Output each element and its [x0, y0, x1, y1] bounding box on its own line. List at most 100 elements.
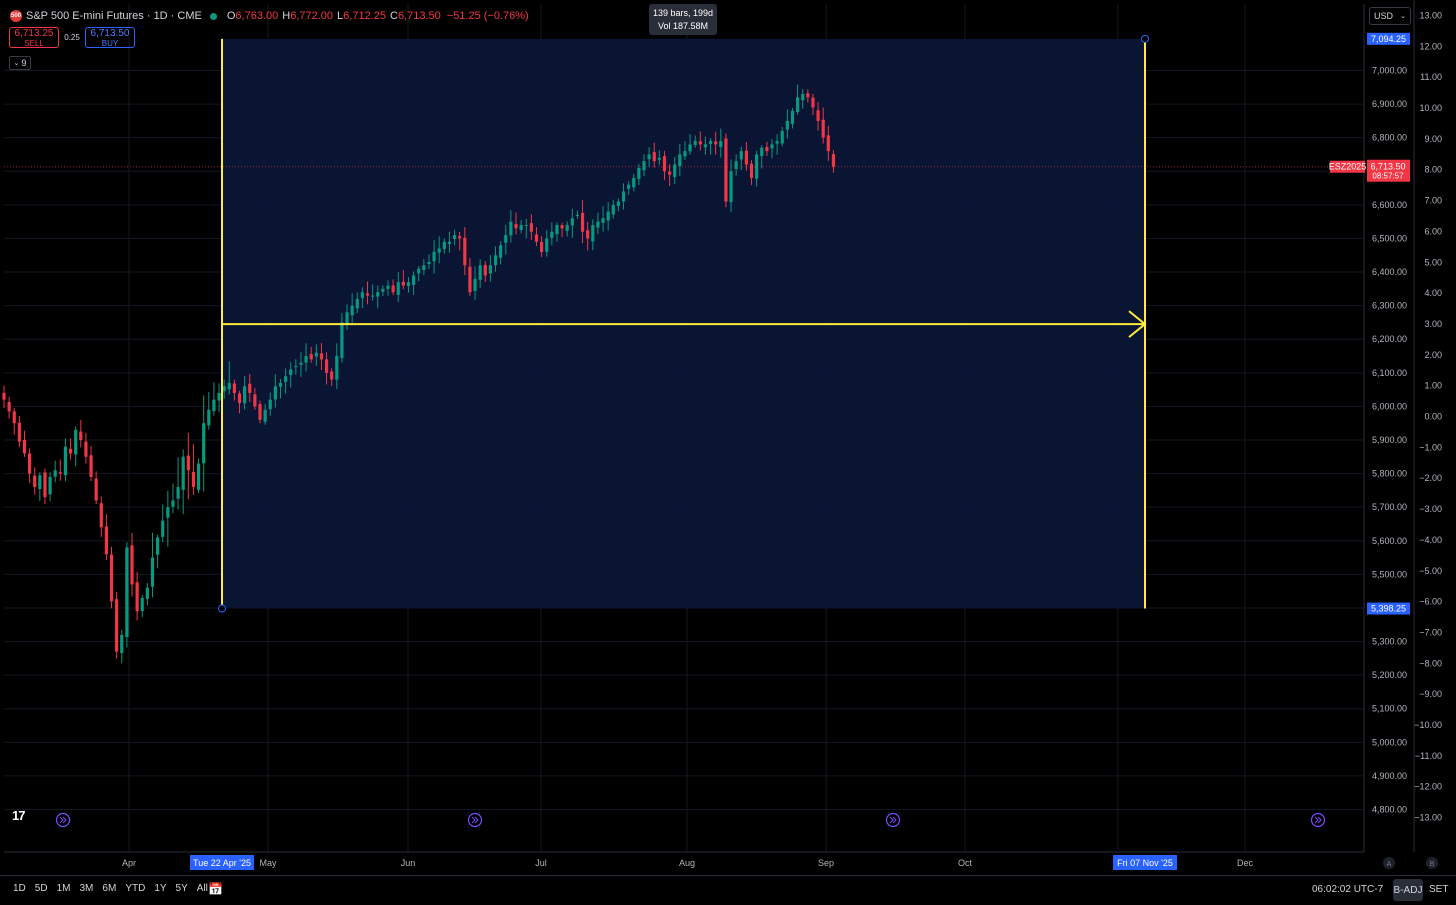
percent-tick-label: 4.00	[1424, 288, 1442, 298]
indicators-toggle[interactable]: ⌄ 9	[9, 56, 31, 70]
currency-select[interactable]: USD ⌄	[1369, 7, 1411, 25]
candle	[580, 200, 585, 243]
symbol-title[interactable]: S&P 500 E-mini Futures · 1D · CME	[26, 10, 202, 22]
candle-body	[412, 275, 416, 285]
price-tick-label: 6,000.00	[1372, 401, 1407, 411]
candle	[493, 246, 498, 272]
percent-tick-label: −1.00	[1419, 442, 1442, 452]
range-high-badge-text: 7,094.25	[1371, 34, 1406, 44]
bottom-toolbar: 1D 5D 1M 3M 6M YTD 1Y 5Y All 📅 06:02:02 …	[0, 875, 1456, 905]
candle-body	[58, 472, 62, 474]
price-tick-label: 6,400.00	[1372, 267, 1407, 277]
candle	[365, 281, 370, 305]
price-tick-label: 7,000.00	[1372, 66, 1407, 76]
candle-body	[452, 235, 457, 240]
percent-tick-label: 10.00	[1419, 103, 1442, 113]
percent-tick-label: −8.00	[1419, 658, 1442, 668]
candle	[714, 131, 718, 155]
candle-body	[790, 110, 795, 124]
candle-body	[693, 141, 697, 146]
candle-body	[806, 93, 810, 98]
candle-body	[442, 241, 446, 250]
candle	[243, 376, 247, 410]
candle	[145, 582, 149, 606]
candle-body	[427, 261, 431, 264]
tf-5d[interactable]: 5D	[34, 883, 48, 894]
trade-panel: 6,713.25 SELL 0.25 6,713.50 BUY	[9, 27, 135, 48]
candle	[43, 468, 47, 505]
last-price-bg	[1367, 159, 1410, 182]
clock-timezone[interactable]: 06:02:02 UTC-7	[1312, 884, 1384, 895]
candle	[514, 212, 518, 235]
candle	[360, 287, 364, 309]
candle-body	[545, 238, 549, 252]
candle-body	[109, 554, 114, 602]
candle-body	[570, 218, 574, 226]
percent-tick-label: 11.00	[1420, 72, 1442, 82]
tradingview-logo-icon: 17	[12, 808, 26, 823]
candle	[222, 379, 226, 399]
candle-body	[140, 597, 144, 611]
candle	[371, 284, 375, 301]
candle	[442, 238, 446, 254]
tf-all[interactable]: All	[196, 883, 208, 894]
calendar-icon[interactable]: 📅	[208, 882, 223, 896]
candle-body	[371, 295, 375, 297]
candle-body	[555, 225, 559, 235]
tf-1y[interactable]: 1Y	[154, 883, 167, 894]
candle	[140, 594, 144, 617]
candle	[335, 343, 339, 390]
back-adjust-button[interactable]: B-ADJ	[1393, 879, 1423, 901]
candle	[524, 218, 528, 239]
price-axis[interactable]: 4,800.00 4,900.00 5,000.00 5,100.00 5,200.00…	[1329, 32, 1410, 815]
tf-5y[interactable]: 5Y	[175, 883, 188, 894]
tf-1m[interactable]: 1M	[56, 883, 71, 894]
candle	[79, 419, 83, 448]
candle	[683, 141, 687, 161]
candle-body	[278, 382, 283, 387]
price-tick-label: 5,900.00	[1372, 435, 1407, 445]
tf-ytd[interactable]: YTD	[125, 883, 146, 894]
candle	[401, 270, 405, 290]
settlement-button[interactable]: SET	[1429, 884, 1449, 895]
change-value: −51.25 (−0.76%)	[446, 10, 529, 22]
percent-tick-label: −5.00	[1419, 566, 1442, 576]
candle-body	[765, 147, 769, 152]
candle	[381, 285, 385, 297]
navigation-icons[interactable]	[55, 812, 1326, 828]
candle	[668, 164, 672, 187]
candle-body	[698, 141, 702, 145]
candle-body	[504, 235, 508, 243]
candle-body	[729, 171, 733, 203]
range-end-badge: Fri 07 Nov '25	[1113, 855, 1177, 870]
buy-button[interactable]: 6,713.50 BUY	[85, 27, 135, 48]
candle	[396, 271, 400, 303]
candle	[642, 154, 646, 177]
tf-1d[interactable]: 1D	[13, 883, 26, 894]
candle-body	[284, 376, 288, 382]
sell-button[interactable]: 6,713.25 SELL	[9, 27, 59, 48]
candle	[345, 304, 349, 331]
tf-3m[interactable]: 3M	[79, 883, 94, 894]
candle	[432, 240, 436, 274]
candle	[63, 438, 68, 482]
candle	[749, 160, 754, 186]
candle	[744, 142, 748, 171]
tf-6m[interactable]: 6M	[102, 883, 117, 894]
candle	[703, 136, 708, 155]
candlestick-series	[2, 84, 836, 664]
candle	[150, 532, 155, 598]
candle-body	[826, 135, 830, 152]
measure-tool[interactable]	[218, 34, 1149, 613]
chevron-right-icon	[59, 816, 64, 824]
candle-body	[22, 439, 27, 454]
candle	[780, 126, 784, 147]
high-value: 6,772.00	[290, 10, 334, 22]
candle	[33, 467, 37, 495]
time-axis[interactable]: Apr May Jun Jul Aug Sep Oct Dec Tue 22 Apr '25 Fr…	[122, 855, 1438, 870]
candle	[452, 229, 457, 246]
candle	[17, 415, 21, 448]
candle	[186, 432, 190, 500]
